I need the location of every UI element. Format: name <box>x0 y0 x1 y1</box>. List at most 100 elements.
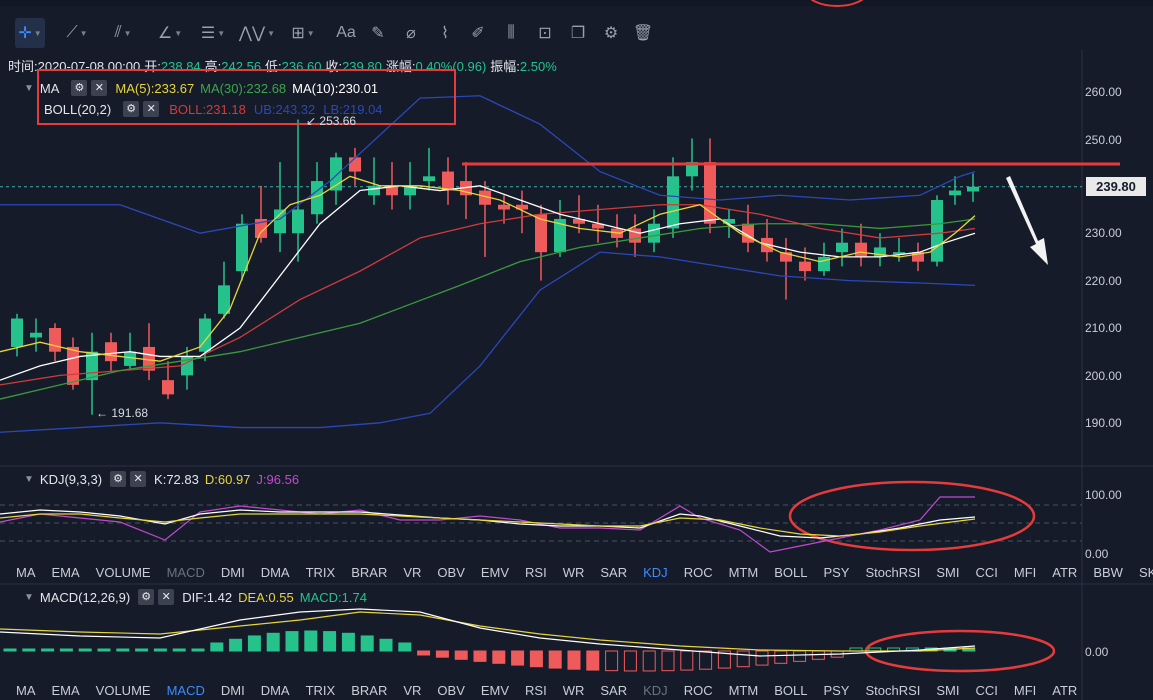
copy-icon[interactable]: ❐ <box>570 25 586 42</box>
indicator-tab-kdj[interactable]: KDJ <box>643 683 668 698</box>
macd-histogram-bar <box>304 630 318 652</box>
ma-settings-gear-icon[interactable]: ⚙ <box>71 80 88 96</box>
macd-close-icon[interactable]: ✕ <box>158 589 175 605</box>
collapse-icon[interactable]: ▼ <box>24 591 34 603</box>
candle-body <box>667 176 679 229</box>
indicator-tab-macd[interactable]: MACD <box>166 683 205 698</box>
candle-body <box>255 218 267 238</box>
indicator-tab-mtm[interactable]: MTM <box>728 683 759 698</box>
wave-icon[interactable]: ⋀⋁ ▼ <box>238 25 276 42</box>
settings-icon[interactable]: ⚙ <box>603 25 619 42</box>
indicator-tab-boll[interactable]: BOLL <box>774 565 808 580</box>
macd-histogram-bar <box>172 648 186 652</box>
indicator-tab-cci[interactable]: CCI <box>975 565 998 580</box>
boll-close-icon[interactable]: ✕ <box>143 101 160 117</box>
indicator-tab-psy[interactable]: PSY <box>823 565 850 580</box>
crosshair-icon[interactable]: ✛ ▼ <box>15 18 45 48</box>
text-tool[interactable]: Aa <box>331 18 361 48</box>
indicator-tab-skdj[interactable]: SKDJ <box>1138 565 1153 580</box>
candle-body <box>292 209 304 234</box>
indicator-tab-trix[interactable]: TRIX <box>305 683 336 698</box>
indicator-tab-brar[interactable]: BRAR <box>351 565 388 580</box>
indicator-tab-emv[interactable]: EMV <box>480 565 510 580</box>
macd-legend: ▼ MACD(12,26,9) ⚙ ✕ DIF:1.42 DEA:0.55 MA… <box>24 589 367 605</box>
indicator-tab-atr[interactable]: ATR <box>1052 683 1078 698</box>
lock-icon[interactable]: ⊡ <box>538 25 552 42</box>
kdj-settings-gear-icon[interactable]: ⚙ <box>110 471 127 487</box>
rectangle-icon[interactable]: ⊞ ▼ <box>291 25 315 42</box>
macd-dif-value: DIF:1.42 <box>182 589 233 605</box>
candle-body <box>368 185 380 196</box>
indicator-tab-roc[interactable]: ROC <box>683 683 713 698</box>
indicator-tab-obv[interactable]: OBV <box>437 565 465 580</box>
boll-settings-gear-icon[interactable]: ⚙ <box>123 101 140 117</box>
ma-legend-name: MA <box>39 80 60 96</box>
indicator-tab-emv[interactable]: EMV <box>480 683 510 698</box>
indicator-tab-trix[interactable]: TRIX <box>305 565 336 580</box>
indicator-tab-cci[interactable]: CCI <box>975 683 998 698</box>
indicator-tab-boll[interactable]: BOLL <box>774 683 808 698</box>
indicator-tab-rsi[interactable]: RSI <box>525 565 547 580</box>
indicator-tab-bbw[interactable]: BBW <box>1093 565 1123 580</box>
macd-histogram-bar <box>97 648 111 652</box>
indicator-tab-ma[interactable]: MA <box>16 565 36 580</box>
angle-icon[interactable]: ∠ ▼ <box>157 25 183 42</box>
kdj-legend-name: KDJ(9,3,3) <box>39 471 103 487</box>
candle-body <box>11 318 23 347</box>
indicator-tab-wr[interactable]: WR <box>562 683 585 698</box>
candle-body <box>67 346 79 385</box>
indicator-tab-smi[interactable]: SMI <box>936 565 960 580</box>
boll-lower-band <box>0 251 976 433</box>
indicator-tab-obv[interactable]: OBV <box>437 683 465 698</box>
indicator-tab-dmi[interactable]: DMI <box>220 683 245 698</box>
indicator-tab-psy[interactable]: PSY <box>823 683 850 698</box>
indicator-tab-volume[interactable]: VOLUME <box>95 565 151 580</box>
indicator-tab-dmi[interactable]: DMI <box>220 565 245 580</box>
collapse-icon[interactable]: ▼ <box>24 82 34 94</box>
indicator-tab-sar[interactable]: SAR <box>600 683 628 698</box>
price-tick: 210.00 <box>1085 321 1122 335</box>
indicator-tab-dma[interactable]: DMA <box>260 683 290 698</box>
indicator-tab-mfi[interactable]: MFI <box>1013 683 1037 698</box>
measure-icon[interactable]: ⫼ <box>507 24 515 41</box>
indicator-tab-volume[interactable]: VOLUME <box>95 683 151 698</box>
collapse-icon[interactable]: ▼ <box>24 473 34 485</box>
eraser-icon[interactable]: ⌀ <box>406 25 416 42</box>
candle-body <box>143 346 155 371</box>
ruler-icon[interactable]: ⌇ <box>441 25 449 42</box>
indicator-tab-ema[interactable]: EMA <box>51 683 80 698</box>
indicator-tab-stochrsi[interactable]: StochRSI <box>865 683 921 698</box>
kdj-close-icon[interactable]: ✕ <box>130 471 147 487</box>
pencil-icon[interactable]: ✐ <box>471 25 485 42</box>
indicator-tab-kdj[interactable]: KDJ <box>643 565 668 580</box>
trend-line-icon[interactable]: ⟋ ▼ <box>66 24 88 41</box>
indicator-tab-smi[interactable]: SMI <box>936 683 960 698</box>
macd-settings-gear-icon[interactable]: ⚙ <box>138 589 155 605</box>
parallel-line-icon[interactable]: ⫽ ▼ <box>114 24 132 41</box>
boll-legend: BOLL(20,2) ⚙ ✕ BOLL:231.18 UB:243.32 LB:… <box>44 101 383 117</box>
candle-body <box>855 242 867 257</box>
indicator-tab-mtm[interactable]: MTM <box>728 565 759 580</box>
indicator-tab-stochrsi[interactable]: StochRSI <box>865 565 921 580</box>
indicator-tab-ma[interactable]: MA <box>16 683 36 698</box>
indicator-tab-atr[interactable]: ATR <box>1052 565 1078 580</box>
indicator-tab-roc[interactable]: ROC <box>683 565 713 580</box>
indicator-tab-rsi[interactable]: RSI <box>525 683 547 698</box>
indicator-tab-dma[interactable]: DMA <box>260 565 290 580</box>
indicator-tab-mfi[interactable]: MFI <box>1013 565 1037 580</box>
fib-icon[interactable]: ☰ ▼ <box>200 25 226 42</box>
candle-body <box>274 209 286 234</box>
indicator-tab-brar[interactable]: BRAR <box>351 683 388 698</box>
indicator-tab-wr[interactable]: WR <box>562 565 585 580</box>
candle-body <box>554 218 566 253</box>
indicator-tab-sar[interactable]: SAR <box>600 565 628 580</box>
brush-icon[interactable]: ✎ <box>371 25 385 42</box>
indicator-tab-vr[interactable]: VR <box>403 683 422 698</box>
macd-histogram-bar <box>605 650 619 672</box>
indicator-tab-ema[interactable]: EMA <box>51 565 80 580</box>
indicator-tab-vr[interactable]: VR <box>403 565 422 580</box>
indicator-tab-macd[interactable]: MACD <box>166 565 205 580</box>
ma-close-icon[interactable]: ✕ <box>91 80 108 96</box>
trash-icon[interactable]: 🗑 <box>632 25 654 42</box>
